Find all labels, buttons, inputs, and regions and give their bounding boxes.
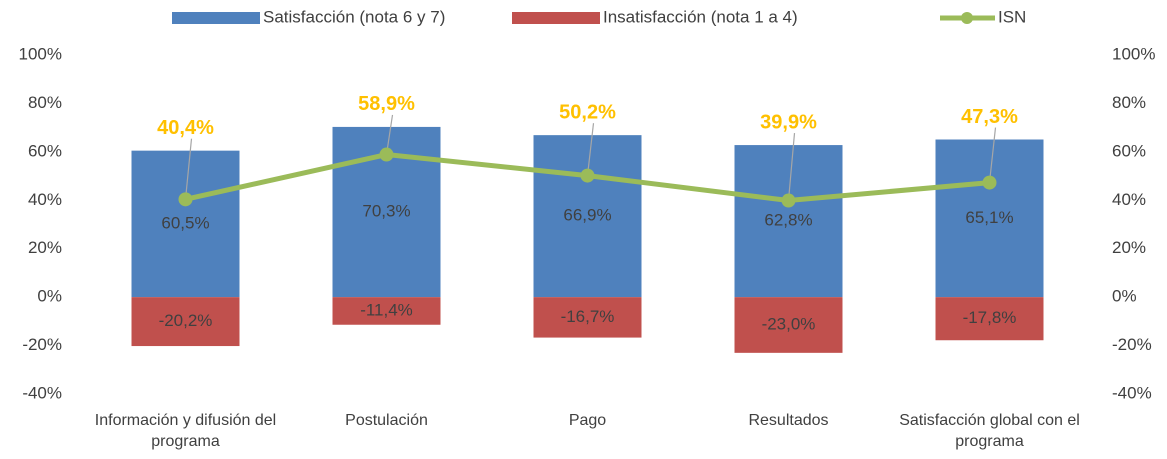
- y2-tick-label: 80%: [1112, 93, 1146, 112]
- data-label: -23,0%: [762, 314, 816, 333]
- x-tick-label: Satisfacción global con el programa: [899, 412, 1080, 450]
- data-label: 60,5%: [161, 213, 209, 232]
- y-tick-label: 60%: [28, 141, 62, 160]
- bar: [131, 297, 240, 347]
- isn-label: 39,9%: [760, 111, 817, 133]
- bar: [131, 150, 240, 298]
- isn-label: 40,4%: [157, 117, 214, 139]
- bar: [935, 139, 1044, 298]
- leader-line: [586, 123, 595, 176]
- data-label: 70,3%: [362, 202, 410, 221]
- data-label: -16,7%: [561, 307, 615, 326]
- legend-label: Satisfacción (nota 6 y 7): [263, 7, 445, 26]
- data-label: 66,9%: [563, 206, 611, 225]
- legend-swatch: [512, 12, 600, 24]
- y2-tick-label: 40%: [1112, 190, 1146, 209]
- bar: [734, 297, 843, 353]
- y-tick-label: 100%: [19, 44, 62, 63]
- y2-tick-label: 0%: [1112, 287, 1137, 306]
- y-tick-label: 40%: [28, 190, 62, 209]
- bar: [734, 145, 843, 298]
- isn-label: 50,2%: [559, 101, 616, 123]
- isn-label: 58,9%: [358, 93, 415, 115]
- x-tick-label: Postulación: [345, 412, 428, 429]
- data-label: -20,2%: [159, 311, 213, 330]
- y2-tick-label: -40%: [1112, 383, 1152, 402]
- data-label: 62,8%: [764, 211, 812, 230]
- isn-label: 47,3%: [961, 106, 1018, 128]
- y-tick-label: -20%: [22, 335, 62, 354]
- marker: [982, 175, 997, 190]
- leader-line: [988, 127, 997, 183]
- data-label: 65,1%: [965, 208, 1013, 227]
- bar: [935, 297, 1044, 341]
- x-tick-label: Información y difusión del programa: [94, 412, 277, 450]
- leader-line: [184, 138, 193, 200]
- x-tick-label: Resultados: [748, 412, 829, 429]
- marker: [580, 168, 595, 183]
- bar: [533, 135, 642, 298]
- legend-swatch: [172, 12, 260, 24]
- x-tick-label: Pago: [568, 412, 607, 429]
- data-label: -11,4%: [360, 300, 413, 319]
- legend-label: ISN: [998, 7, 1026, 26]
- y2-tick-label: -20%: [1112, 335, 1152, 354]
- bar: [533, 297, 642, 338]
- marker: [379, 147, 394, 162]
- y-tick-label: 0%: [37, 287, 62, 306]
- data-label: -17,8%: [963, 308, 1017, 327]
- y-tick-label: -40%: [22, 383, 62, 402]
- y2-tick-label: 20%: [1112, 238, 1146, 257]
- legend-label: Insatisfacción (nota 1 a 4): [603, 7, 798, 26]
- y2-tick-label: 100%: [1112, 44, 1155, 63]
- leader-line: [787, 133, 796, 201]
- legend-swatch: [961, 12, 973, 24]
- y2-tick-label: 60%: [1112, 141, 1146, 160]
- marker: [178, 192, 193, 207]
- y-tick-label: 20%: [28, 238, 62, 257]
- marker: [781, 193, 796, 208]
- bar: [332, 297, 441, 325]
- y-tick-label: 80%: [28, 93, 62, 112]
